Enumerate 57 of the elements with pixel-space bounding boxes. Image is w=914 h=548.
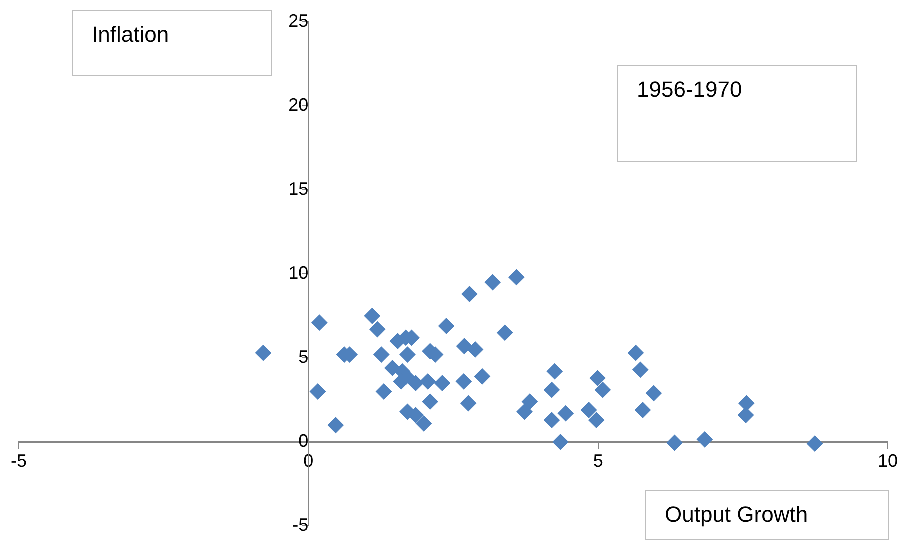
x-tick-label: 5 <box>593 450 604 471</box>
x-tick-label: 10 <box>878 450 898 471</box>
x-tick-label: -5 <box>10 450 28 471</box>
point <box>434 375 450 392</box>
point <box>552 434 569 450</box>
y-tick-label: 20 <box>288 95 309 115</box>
y-tick-label: 5 <box>298 347 309 368</box>
y-tick-label: 15 <box>288 179 309 200</box>
point <box>738 407 754 424</box>
point <box>474 368 490 385</box>
text: 1956-1970 <box>637 77 742 103</box>
point <box>646 385 662 402</box>
point <box>666 435 683 452</box>
y-tick-label: 25 <box>288 10 309 31</box>
x-axis-title: Output Growth <box>665 502 808 528</box>
point <box>416 416 432 432</box>
point <box>468 342 484 358</box>
point <box>255 345 272 362</box>
point <box>456 338 473 354</box>
point <box>738 396 755 412</box>
point <box>376 384 392 400</box>
point <box>544 412 560 428</box>
point <box>374 346 390 363</box>
point <box>588 412 605 428</box>
point <box>634 402 651 418</box>
point <box>400 346 416 363</box>
point <box>594 382 611 398</box>
y-tick-label: 0 <box>298 431 309 452</box>
point <box>516 404 533 420</box>
point <box>364 308 380 324</box>
point <box>422 394 438 410</box>
point <box>460 396 477 412</box>
point <box>807 436 824 452</box>
point <box>497 324 514 341</box>
point <box>408 375 424 392</box>
point <box>522 394 538 410</box>
point <box>312 314 328 331</box>
point <box>508 269 525 286</box>
point <box>370 322 386 338</box>
point <box>628 345 644 362</box>
point <box>462 286 478 302</box>
point <box>328 417 344 434</box>
point <box>438 318 455 334</box>
point <box>544 382 560 398</box>
point <box>558 406 574 422</box>
point <box>484 274 501 291</box>
point <box>420 374 436 390</box>
y-tick-label: -5 <box>292 515 309 536</box>
point <box>632 362 649 378</box>
point <box>581 402 598 418</box>
y-axis-title: Inflation <box>92 22 170 48</box>
point <box>590 370 606 386</box>
point <box>456 374 472 390</box>
point <box>696 432 713 448</box>
point <box>546 364 563 380</box>
y-tick-label: 10 <box>288 263 309 284</box>
point <box>310 384 326 400</box>
